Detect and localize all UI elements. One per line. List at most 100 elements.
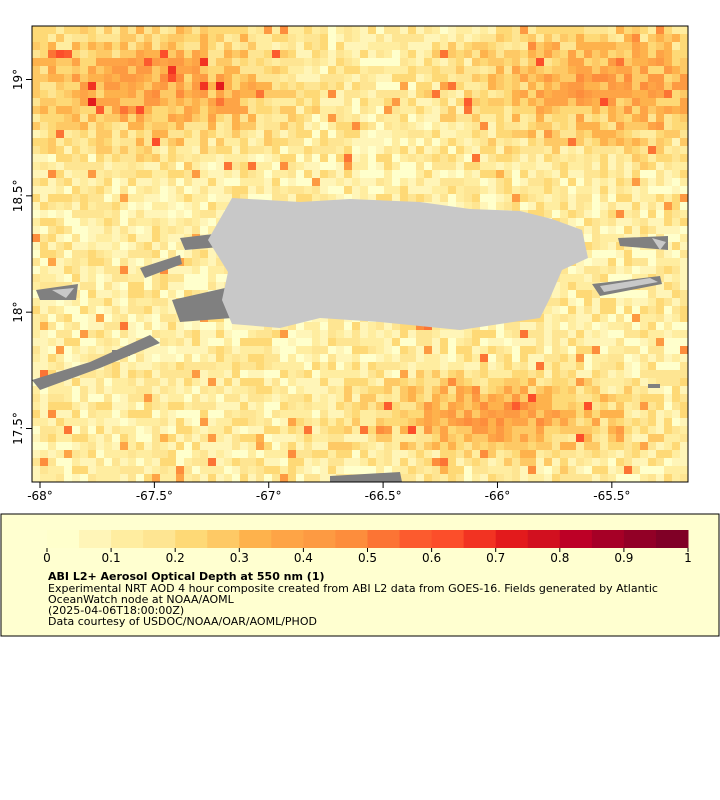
raster-cell <box>656 346 664 354</box>
raster-cell <box>616 170 624 178</box>
raster-cell <box>504 90 512 98</box>
raster-cell <box>248 434 256 442</box>
raster-cell <box>288 354 296 362</box>
raster-cell <box>200 178 208 186</box>
raster-cell <box>272 466 280 474</box>
raster-cell <box>96 90 104 98</box>
raster-cell <box>56 154 64 162</box>
raster-cell <box>584 474 592 482</box>
raster-cell <box>40 90 48 98</box>
raster-cell <box>104 186 112 194</box>
raster-cell <box>512 410 520 418</box>
raster-cell <box>560 450 568 458</box>
raster-cell <box>136 186 144 194</box>
raster-cell <box>664 394 672 402</box>
raster-cell <box>120 202 128 210</box>
raster-cell <box>400 66 408 74</box>
raster-cell <box>120 410 128 418</box>
raster-cell <box>264 458 272 466</box>
raster-cell <box>280 418 288 426</box>
raster-cell <box>200 442 208 450</box>
raster-cell <box>120 434 128 442</box>
raster-cell <box>272 66 280 74</box>
raster-cell <box>368 426 376 434</box>
raster-cell <box>304 130 312 138</box>
raster-cell <box>64 362 72 370</box>
raster-cell <box>520 186 528 194</box>
raster-cell <box>592 130 600 138</box>
raster-cell <box>128 162 136 170</box>
raster-cell <box>72 210 80 218</box>
raster-cell <box>344 466 352 474</box>
raster-cell <box>232 106 240 114</box>
raster-cell <box>456 418 464 426</box>
raster-cell <box>592 194 600 202</box>
raster-cell <box>656 106 664 114</box>
raster-cell <box>504 450 512 458</box>
raster-cell <box>400 410 408 418</box>
raster-cell <box>456 338 464 346</box>
raster-cell <box>576 258 584 266</box>
raster-cell <box>400 106 408 114</box>
raster-cell <box>344 114 352 122</box>
raster-cell <box>616 466 624 474</box>
raster-cell <box>312 370 320 378</box>
raster-cell <box>344 194 352 202</box>
raster-cell <box>296 338 304 346</box>
raster-cell <box>408 418 416 426</box>
raster-cell <box>40 218 48 226</box>
raster-cell <box>360 130 368 138</box>
raster-cell <box>656 402 664 410</box>
raster-cell <box>344 42 352 50</box>
raster-cell <box>280 378 288 386</box>
raster-cell <box>208 170 216 178</box>
raster-cell <box>352 426 360 434</box>
raster-cell <box>368 362 376 370</box>
raster-cell <box>512 338 520 346</box>
raster-cell <box>456 434 464 442</box>
raster-cell <box>136 194 144 202</box>
raster-cell <box>552 346 560 354</box>
raster-cell <box>328 138 336 146</box>
raster-cell <box>112 202 120 210</box>
raster-cell <box>208 90 216 98</box>
raster-cell <box>128 178 136 186</box>
raster-cell <box>480 122 488 130</box>
raster-cell <box>192 154 200 162</box>
raster-cell <box>240 434 248 442</box>
raster-cell <box>264 410 272 418</box>
raster-cell <box>496 418 504 426</box>
raster-cell <box>216 170 224 178</box>
raster-cell <box>632 26 640 34</box>
raster-cell <box>112 58 120 66</box>
raster-cell <box>664 338 672 346</box>
raster-cell <box>480 58 488 66</box>
raster-cell <box>72 162 80 170</box>
raster-cell <box>448 186 456 194</box>
raster-cell <box>608 378 616 386</box>
raster-cell <box>336 34 344 42</box>
raster-cell <box>48 250 56 258</box>
raster-cell <box>104 410 112 418</box>
raster-cell <box>264 362 272 370</box>
raster-cell <box>384 130 392 138</box>
raster-cell <box>600 274 608 282</box>
raster-cell <box>120 114 128 122</box>
raster-cell <box>56 66 64 74</box>
raster-cell <box>80 450 88 458</box>
raster-cell <box>168 386 176 394</box>
raster-cell <box>416 170 424 178</box>
raster-cell <box>152 442 160 450</box>
raster-cell <box>592 122 600 130</box>
raster-cell <box>392 346 400 354</box>
raster-cell <box>320 466 328 474</box>
raster-cell <box>368 162 376 170</box>
raster-cell <box>480 362 488 370</box>
raster-cell <box>184 450 192 458</box>
x-tick-label: -66° <box>485 489 511 503</box>
raster-cell <box>136 138 144 146</box>
raster-cell <box>264 122 272 130</box>
raster-cell <box>472 130 480 138</box>
raster-cell <box>664 450 672 458</box>
raster-cell <box>64 266 72 274</box>
